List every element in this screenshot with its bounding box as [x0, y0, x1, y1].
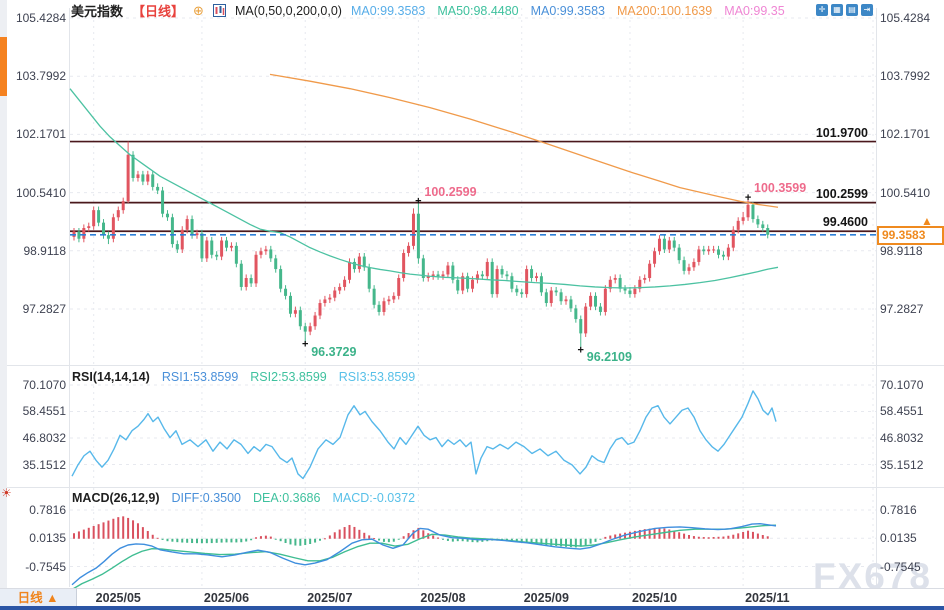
- y-tick-label: 102.1701: [15, 127, 66, 142]
- left-scrollbar-track[interactable]: [0, 0, 7, 610]
- price-marker-label: 96.3729: [311, 344, 357, 359]
- y-tick-label: 46.8032: [22, 430, 66, 445]
- price-level-label: 100.2599: [815, 186, 868, 201]
- y-tick-label: 98.9118: [23, 243, 67, 258]
- chart-header: 美元指数 【日线】 ⊕ MA(0,50,0,200,0,0) MA0:99.3583…: [71, 2, 785, 20]
- y-tick-label: 0.0135: [29, 531, 66, 546]
- macd-header: MACD(26,12,9) DIFF:0.3500 DEA:0.3686 MACD:…: [72, 491, 415, 505]
- x-tick-label: 2025/05: [95, 591, 141, 605]
- y-tick-label: 105.4284: [880, 11, 931, 25]
- y-tick-label: 0.0135: [880, 531, 917, 546]
- indicator-value: MACD:-0.0372: [332, 491, 416, 505]
- y-tick-label: -0.7545: [880, 559, 921, 574]
- svg-text:+: +: [745, 192, 751, 204]
- indicator-value: MA50:98.4480: [437, 3, 519, 18]
- indicator-value: MA0:99.3583: [350, 3, 426, 18]
- indicator-value: RSI2:53.8599: [250, 370, 327, 384]
- indicator-value: RSI1:53.8599: [161, 370, 239, 384]
- y-tick-label: 58.4551: [22, 404, 66, 419]
- y-tick-label: 97.2827: [880, 302, 924, 316]
- period-selector-label: 日线: [17, 591, 43, 605]
- indicator-value: MA0:99.3583: [530, 3, 605, 18]
- price-marker-label: 100.3599: [754, 181, 807, 196]
- y-tick-label: -0.7545: [25, 559, 66, 574]
- chart-toolbar: ✛ ▦ ▤ ⇥: [816, 4, 873, 16]
- x-tick-label: 2025/11: [745, 591, 790, 605]
- price-up-arrow-icon: ▲: [921, 213, 933, 228]
- split-window-icon[interactable]: ▦: [831, 4, 843, 16]
- y-tick-label: 97.2827: [22, 302, 66, 316]
- indicator-settings-sun-icon[interactable]: ☀: [1, 486, 12, 500]
- y-tick-label: 58.4551: [880, 404, 924, 419]
- y-tick-label: 0.7816: [29, 503, 66, 517]
- period-selector-button[interactable]: 日线 ▲: [0, 588, 77, 607]
- macd-params-label: MACD(26,12,9): [72, 491, 160, 505]
- y-tick-label: 100.5410: [880, 185, 931, 200]
- candles: [72, 141, 770, 348]
- indicator-value: DEA:0.3686: [253, 491, 321, 505]
- y-tick-label: 102.1701: [880, 127, 931, 142]
- x-tick-label: 2025/06: [203, 591, 250, 605]
- collapse-panel-icon[interactable]: ⇥: [861, 4, 873, 16]
- indicator-value: DIFF:0.3500: [171, 491, 242, 505]
- y-tick-label: 70.1070: [880, 378, 924, 392]
- bottom-accent-bar: [0, 606, 944, 610]
- price-marker-label: 96.2109: [586, 350, 632, 365]
- chart-style-icon[interactable]: ▤: [846, 4, 858, 16]
- symbol-title: 美元指数: [71, 4, 124, 19]
- indicator-value: RSI3:53.8599: [338, 370, 416, 384]
- y-tick-label: 46.8032: [880, 430, 924, 445]
- left-scrollbar-thumb[interactable]: [0, 37, 7, 96]
- indicator-value: MA200:100.1639: [616, 3, 713, 18]
- ma-values: MA0:99.3583 MA50:98.4480 MA0:99.3583 MA200:…: [351, 4, 785, 18]
- period-up-arrow-icon: ▲: [46, 591, 59, 605]
- crosshair-icon[interactable]: ✛: [816, 4, 828, 16]
- add-indicator-icon[interactable]: ⊕: [193, 2, 204, 18]
- y-tick-label: 103.7992: [15, 69, 66, 84]
- y-tick-label: 103.7992: [880, 69, 931, 84]
- period-label: 【日线】: [132, 4, 185, 19]
- y-tick-label: 100.5410: [15, 185, 66, 200]
- price-marker-label: 100.2599: [424, 184, 477, 199]
- x-tick-label: 2025/10: [631, 591, 678, 605]
- ma-settings-label: MA(0,50,0,200,0,0): [234, 3, 342, 18]
- x-tick-label: 2025/08: [420, 591, 466, 605]
- x-tick-label: 2025/09: [523, 591, 569, 605]
- y-tick-label: 35.1512: [22, 457, 66, 472]
- rsi-params-label: RSI(14,14,14): [72, 370, 150, 384]
- price-level-label: 101.9700: [815, 125, 868, 140]
- price-level-label: 99.4600: [822, 215, 868, 230]
- y-tick-label: 98.9118: [880, 243, 923, 258]
- y-tick-label: 105.4284: [15, 11, 66, 25]
- y-tick-label: 35.1512: [880, 457, 924, 472]
- last-price-box: 99.3583: [877, 225, 944, 245]
- kline-settings-icon[interactable]: [212, 4, 226, 17]
- y-tick-label: 0.7816: [880, 503, 917, 517]
- indicator-value: MA0:99.35: [724, 3, 785, 18]
- x-tick-label: 2025/07: [307, 591, 353, 605]
- svg-text:+: +: [578, 344, 584, 356]
- svg-text:+: +: [415, 196, 421, 208]
- time-axis: 2025/05 2025/06 2025/07 2025/08 2025/09 2025/…: [0, 588, 944, 607]
- rsi-header: RSI(14,14,14) RSI1:53.8599 RSI2:53.8599 RS…: [72, 370, 415, 384]
- svg-text:+: +: [302, 339, 308, 351]
- y-tick-label: 70.1070: [22, 378, 66, 392]
